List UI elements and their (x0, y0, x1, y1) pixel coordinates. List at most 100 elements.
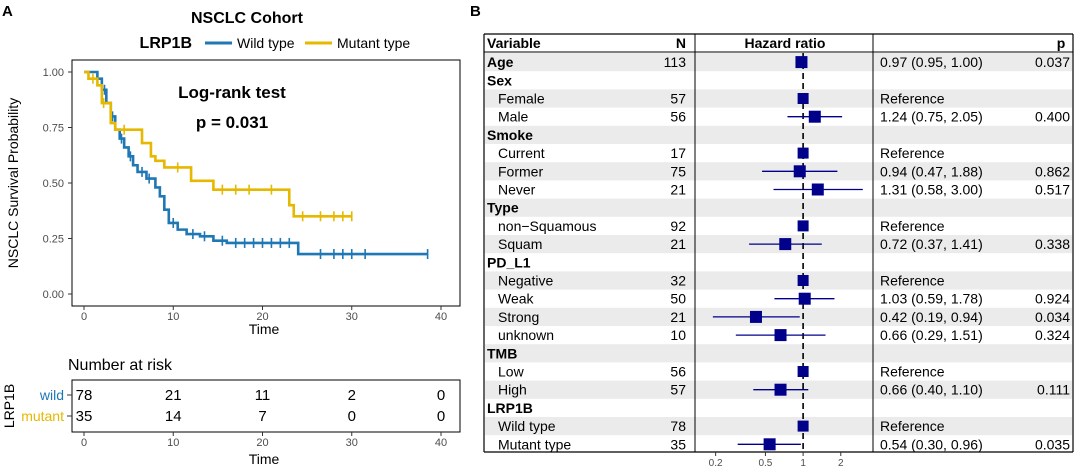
forest-estimate-square (795, 56, 808, 69)
risk-x-ticks: 0 10 20 30 40 (81, 432, 447, 449)
forest-estimate-square (797, 366, 809, 377)
km-x-tick-label: 20 (256, 311, 268, 323)
forest-row-n: 56 (670, 364, 686, 380)
risk-x-tick-label: 10 (167, 437, 179, 449)
panel-a-letter: A (2, 3, 13, 20)
forest-row-label: unknown (498, 327, 554, 343)
forest-row-ci: 0.72 (0.37, 1.41) (880, 236, 983, 252)
header-p: p (1057, 35, 1066, 51)
forest-row-p: 0.924 (1035, 291, 1070, 307)
km-y-tick-label: 0.75 (43, 123, 64, 135)
forest-estimate-square (798, 292, 811, 305)
forest-row-label: TMB (487, 345, 517, 361)
forest-row-label: Strong (498, 309, 539, 325)
forest-row-band (485, 125, 1072, 144)
forest-row-n: 21 (670, 236, 686, 252)
forest-estimate-square (808, 110, 821, 123)
forest-row-n: 21 (670, 182, 686, 198)
forest-estimate-square (779, 238, 792, 251)
km-y-tick-label: 1.00 (43, 67, 64, 79)
panel-a: A NSCLC Cohort LRP1B Wild type Mutant ty… (1, 3, 461, 467)
km-x-ticks: 0 10 20 30 40 (81, 306, 447, 323)
risk-count: 0 (348, 408, 356, 425)
forest-row-label: Weak (498, 291, 535, 307)
forest-row-label: High (498, 382, 527, 398)
risk-count: 78 (76, 387, 93, 404)
forest-row-label: Low (498, 364, 525, 380)
forest-row-ci: Reference (880, 364, 945, 380)
km-x-tick-label: 10 (167, 311, 179, 323)
forest-row-p: 0.862 (1035, 163, 1070, 179)
forest-row-ci: Reference (880, 145, 945, 161)
legend-wild-label: Wild type (237, 35, 295, 51)
risk-count: 35 (76, 408, 93, 425)
forest-row-n: 21 (670, 309, 686, 325)
forest-row-p: 0.034 (1035, 309, 1070, 325)
km-legend: LRP1B Wild type Mutant type (140, 35, 411, 52)
km-curves (84, 70, 429, 260)
forest-row-ci: 1.31 (0.58, 3.00) (880, 182, 983, 198)
forest-row-band (485, 417, 1072, 436)
risk-table-frame (71, 379, 461, 433)
forest-row-label: Mutant type (498, 436, 571, 452)
forest-estimate-square (797, 147, 809, 159)
forest-row-band (485, 89, 1072, 108)
panel-b-letter: B (470, 3, 481, 20)
forest-row-p: 0.035 (1035, 436, 1070, 452)
forest-row-n: 92 (670, 218, 686, 234)
legend-mutant-label: Mutant type (337, 35, 410, 51)
forest-row-label: Smoke (487, 127, 533, 143)
forest-row-n: 35 (670, 436, 686, 452)
forest-row-label: PD_L1 (487, 254, 531, 270)
header-n: N (676, 35, 686, 51)
risk-count: 14 (165, 408, 182, 425)
risk-x-tick-label: 30 (346, 437, 358, 449)
forest-marks (712, 56, 863, 451)
forest-row-label: Sex (487, 72, 512, 88)
forest-row-ci: 0.94 (0.47, 1.88) (880, 163, 983, 179)
forest-estimate-square (774, 329, 787, 342)
forest-row-ci: Reference (880, 91, 945, 107)
risk-count: 11 (255, 387, 271, 404)
forest-estimate-square (797, 420, 809, 432)
forest-row-n: 113 (664, 54, 687, 70)
forest-x-tick-label: 0.2 (709, 458, 723, 469)
header-variable: Variable (487, 35, 541, 51)
forest-row-label: Wild type (498, 418, 556, 434)
forest-row-p: 0.517 (1035, 182, 1070, 198)
risk-count: 7 (258, 408, 266, 425)
forest-row-label: Age (487, 54, 514, 70)
km-y-ticks: 0.00 0.25 0.50 0.75 1.00 (43, 67, 72, 301)
risk-count: 0 (437, 387, 445, 404)
risk-group-label: mutant (21, 408, 64, 424)
km-title: NSCLC Cohort (191, 10, 304, 27)
risk-x-tick-label: 0 (81, 437, 87, 449)
forest-row-n: 57 (670, 91, 686, 107)
forest-row-p: 0.338 (1035, 236, 1070, 252)
risk-title: Number at risk (68, 357, 173, 374)
forest-estimate-square (774, 383, 787, 396)
forest-estimate-square (749, 310, 762, 323)
risk-xlabel: Time (249, 451, 280, 467)
forest-row-band (485, 53, 1072, 72)
forest-estimate-square (797, 220, 809, 232)
km-y-tick-label: 0.00 (43, 289, 64, 301)
forest-row-ci: 0.97 (0.95, 1.00) (880, 54, 983, 70)
risk-x-tick-label: 40 (435, 437, 447, 449)
forest-row-n: 17 (670, 145, 686, 161)
km-x-tick-label: 30 (346, 311, 358, 323)
forest-row-ci: Reference (880, 273, 945, 289)
logrank-label: Log-rank test (178, 83, 286, 102)
km-x-tick-label: 40 (435, 311, 447, 323)
forest-row-ci: Reference (880, 418, 945, 434)
forest-rows: Age 113 0.97 (0.95, 1.00) 0.037 Sex Female 57 R… (487, 54, 1070, 452)
forest-row-p: 0.400 (1035, 109, 1070, 125)
risk-rows: wild 78 21 11 2 0 mutant 35 14 7 0 0 (21, 387, 445, 425)
forest-row-ci: 1.03 (0.59, 1.78) (880, 291, 983, 307)
risk-x-tick-label: 20 (256, 437, 268, 449)
forest-row-p: 0.324 (1035, 327, 1070, 343)
forest-estimate-square (797, 93, 809, 104)
forest-row-n: 10 (670, 327, 686, 343)
forest-x-tick-label: 1 (800, 458, 806, 469)
